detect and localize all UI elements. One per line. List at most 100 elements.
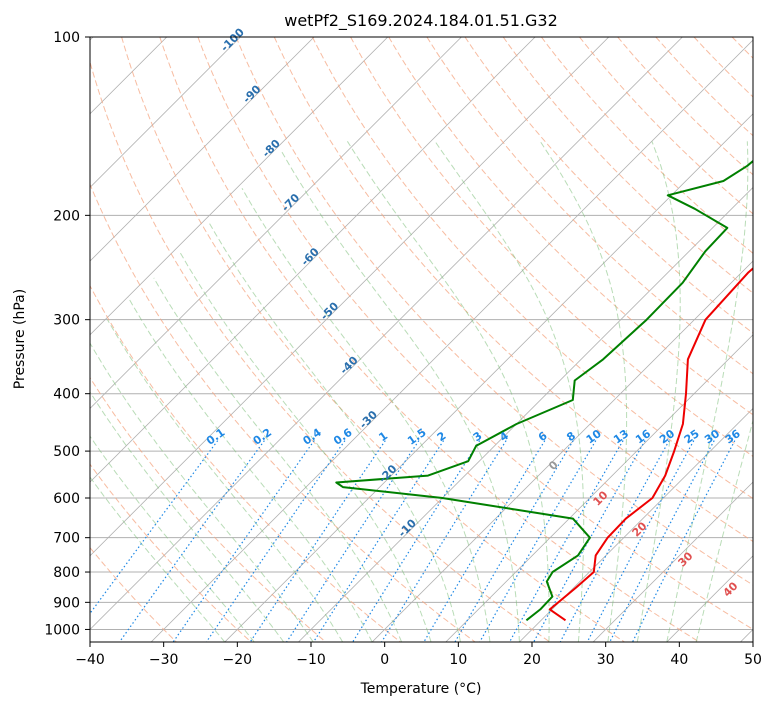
isotherm-label: -100 [218,25,247,54]
moist-adiabat-line [178,251,432,642]
moist-adiabat-line [346,141,550,642]
x-tick-label: 20 [523,652,541,668]
dry-adiabat-line [426,37,753,375]
dry-adiabat-line [579,37,753,215]
mixing-ratio-label: 25 [682,427,702,446]
y-axis: 100 200 300 400 500 600 700 800 900 1000 [44,30,90,638]
mixing-ratio-line [509,440,624,642]
isotherm-label: -60 [299,245,322,268]
y-tick-label: 1000 [44,622,80,638]
moist-adiabat-line [127,297,373,642]
isotherm-line [90,37,536,483]
moist-adiabat-line [636,141,681,642]
dry-adiabat-label: 20 [630,519,650,539]
dry-adiabat-line [655,37,753,137]
isotherm-line [90,37,683,631]
isotherm-line [445,334,753,642]
dry-adiabat-line [90,182,476,642]
x-tick-label: 10 [449,652,467,668]
isotherm-line [150,39,753,642]
mixing-ratio-line [249,440,386,642]
moist-adiabat-line [208,221,461,642]
isotherm-line [90,37,610,557]
mixing-ratio-label: 0.2 [251,426,274,448]
mixing-ratio-label: 1.5 [405,426,428,448]
x-tick-label: −10 [296,652,326,668]
dewpoint-profile-line [335,159,753,622]
moist-adiabat-line [107,319,344,642]
isotherm-line [740,628,753,642]
y-tick-label: 400 [53,387,80,403]
dry-adiabat-line [197,37,753,630]
dry-adiabat-line [770,37,775,642]
chart-title: wetPf2_S169.2024.184.01.51.G32 [284,11,558,31]
x-tick-label: 50 [744,652,762,668]
y-tick-label: 500 [53,444,80,460]
moist-adiabat-line [90,435,255,642]
dry-adiabat-line [121,37,625,642]
dry-adiabat-line [311,37,753,500]
isotherm-line [298,186,753,642]
isotherm-label: -20 [376,462,399,485]
moist-adiabat-line [90,391,285,642]
isotherm-line [371,260,753,642]
x-tick-label: −20 [223,652,253,668]
y-tick-label: 900 [53,595,80,611]
mixing-ratio-label: 6 [536,429,550,444]
background-lines [90,37,775,642]
dry-adiabat-line [617,37,753,176]
isotherm-line [592,481,753,642]
mixing-ratio-label: 10 [584,427,604,447]
isotherm-line [90,37,241,189]
isotherm-label: -70 [279,191,302,214]
x-tick-label: −30 [149,652,179,668]
y-axis-label: Pressure (hPa) [12,289,28,389]
dry-adiabat-line [90,60,551,642]
mixing-ratio-line [454,440,574,642]
dry-adiabat-line [90,284,401,642]
annotation-layer: 0.1 0.2 0.4 0.6 1 1.5 2 3 4 6 8 10 13 16 20 25 30 36-100-… [204,25,743,599]
mixing-ratio-line [423,440,546,642]
moist-adiabat-line [90,476,226,642]
dry-adiabat-label: 40 [721,579,741,599]
x-tick-label: −40 [75,652,105,668]
x-tick-label: 30 [597,652,615,668]
x-axis: −40 −30 −20 −10 0 10 20 30 40 50 [75,642,762,668]
dry-adiabat-line [90,376,327,642]
y-tick-label: 700 [53,531,80,547]
dry-adiabat-line [90,463,252,642]
mixing-ratio-line [286,440,420,642]
mixing-ratio-label: 0.6 [331,426,355,448]
x-tick-label: 40 [670,652,688,668]
dry-adiabat-line [388,37,753,416]
moist-adiabat-line [153,277,403,642]
moist-adiabat-line [90,342,314,642]
isotherm-label: -40 [337,354,360,377]
mixing-ratio-label: 36 [723,427,743,447]
mixing-ratio-label: 8 [564,429,578,444]
mixing-ratio-label: 2 [435,429,449,444]
dry-adiabat-line [693,37,753,98]
mixing-ratio-line [479,440,597,642]
y-tick-label: 800 [53,565,80,581]
dry-adiabat-line [350,37,753,457]
mixing-ratio-line [609,440,715,642]
mixing-ratio-line [352,440,481,642]
moist-adiabat-line [666,141,749,642]
isotherm-line [90,37,315,262]
dry-adiabat-label: 30 [676,549,696,569]
moist-adiabat-line [241,187,491,642]
dry-adiabat-line [159,37,700,642]
y-tick-label: 200 [53,208,80,224]
dry-adiabat-line [502,37,753,294]
mixing-ratio-line [586,440,695,642]
moist-adiabat-line [539,141,628,642]
series-layer [335,159,753,622]
mixing-ratio-line [632,440,736,642]
mixing-ratio-line [312,440,445,642]
isotherm-label: -90 [240,82,263,105]
mixing-ratio-line [533,440,646,642]
mixing-ratio-label: 30 [702,427,722,447]
x-axis-label: Temperature (°C) [360,681,482,697]
mixing-ratio-line [559,440,670,642]
